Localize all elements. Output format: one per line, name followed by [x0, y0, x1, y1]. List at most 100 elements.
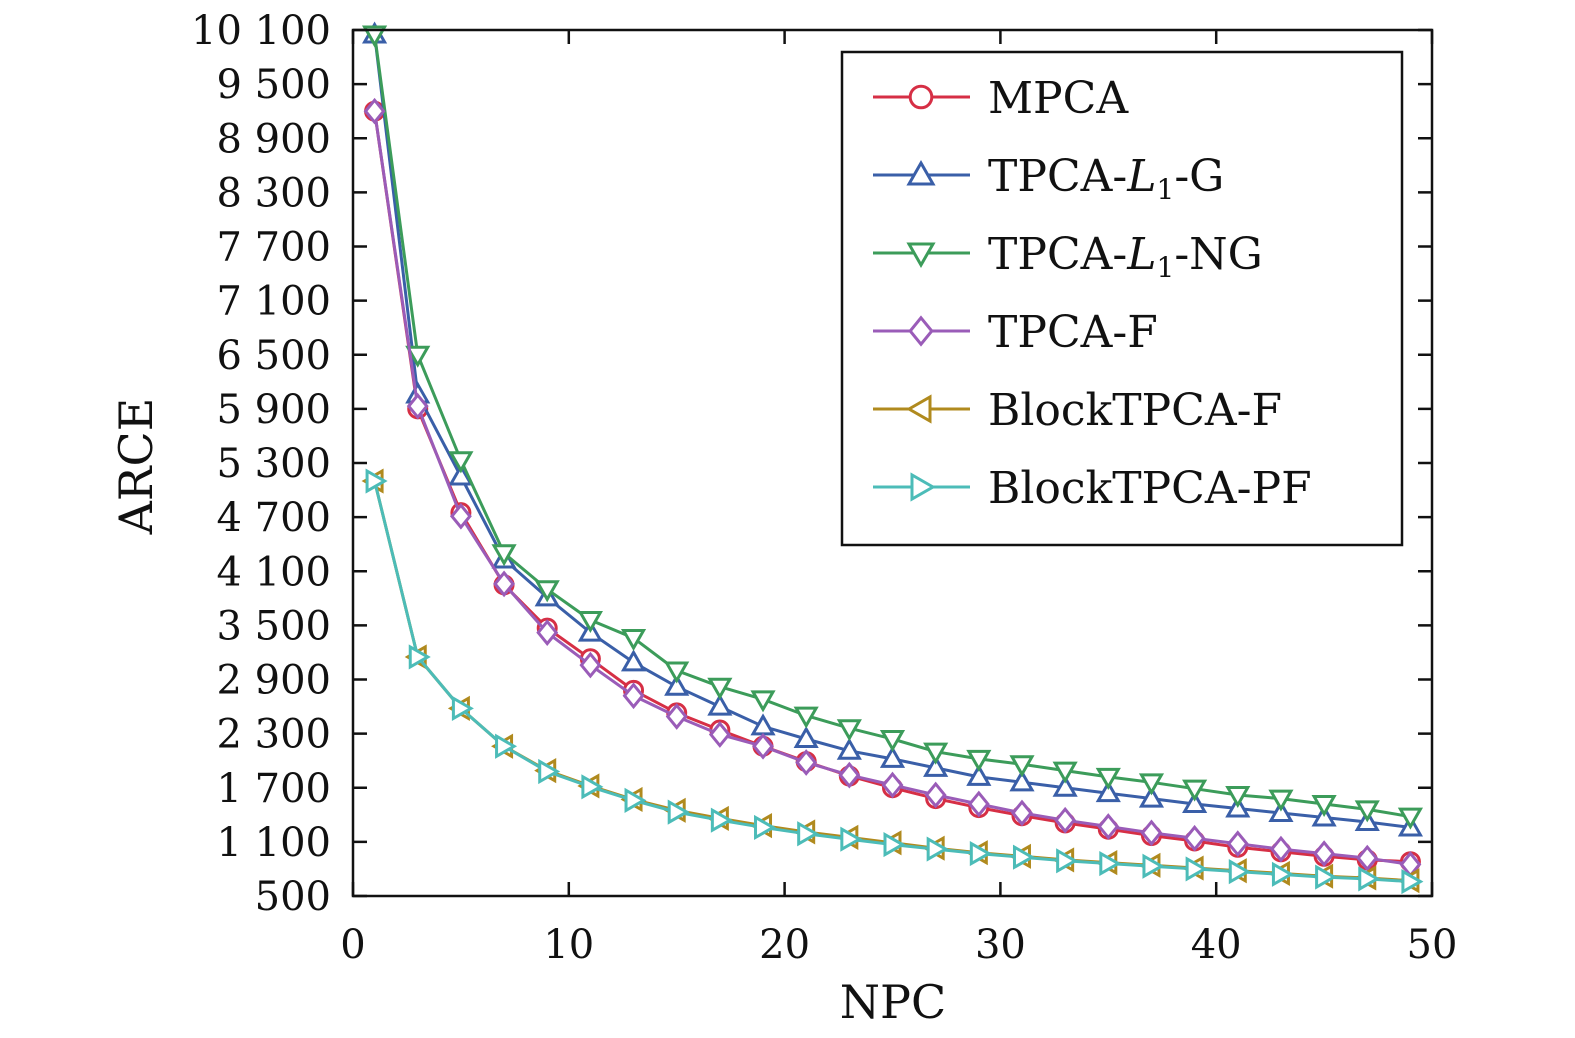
data-point	[620, 629, 647, 652]
data-point	[365, 468, 388, 494]
data-point	[495, 733, 518, 759]
data-point	[448, 463, 474, 486]
data-point	[926, 836, 949, 862]
data-point	[966, 763, 992, 786]
y-tick-label: 5 900	[216, 387, 331, 433]
data-point	[667, 799, 690, 825]
data-point	[1142, 853, 1165, 879]
data-point	[879, 745, 906, 768]
data-point	[1097, 813, 1120, 840]
data-point	[1356, 844, 1379, 872]
y-tick-label: 2 900	[216, 658, 331, 704]
data-point	[754, 814, 777, 841]
data-point	[577, 610, 603, 633]
legend-entry: BlockTPCA-PF	[873, 463, 1312, 514]
data-point	[581, 774, 604, 800]
axes-layer: 0 10 20 30 40 50 500 1 100 1 700 2 300 2 900 3 500 4…	[191, 8, 1457, 968]
data-point	[1271, 861, 1294, 887]
data-point	[1009, 755, 1035, 778]
y-tick-label: 9 500	[216, 62, 331, 108]
data-point	[1313, 840, 1336, 867]
data-point	[1012, 844, 1036, 870]
data-point	[1140, 819, 1163, 847]
data-point	[793, 726, 819, 749]
data-point	[1095, 780, 1121, 803]
legend-label: TPCA-L1-G	[988, 151, 1224, 206]
legend-entry: BlockTPCA-F	[873, 385, 1282, 436]
x-tick-label: 40	[1191, 922, 1242, 968]
data-point	[923, 754, 949, 777]
legend-entry: TPCA-L1-NG	[873, 229, 1263, 284]
data-point	[405, 345, 431, 368]
legend-marker	[905, 394, 932, 424]
series-layer	[361, 21, 1424, 895]
y-tick-label: 8 900	[216, 116, 331, 162]
legend-marker	[906, 242, 936, 269]
data-point	[451, 695, 474, 721]
legend-box	[840, 50, 1404, 547]
legend-label: MPCA	[988, 73, 1129, 124]
legend-label: BlockTPCA-F	[988, 385, 1282, 436]
data-point	[710, 807, 733, 833]
legend-marker	[906, 159, 936, 186]
legend-label: TPCA-L1-NG	[988, 229, 1263, 284]
y-tick-label: 4 100	[216, 549, 331, 595]
data-point	[622, 682, 645, 710]
legend: MPCA TPCA-L1-G TPCA-L1-NG TPCA-F BlockTPCA-F…	[840, 50, 1404, 547]
x-axis-title: NPC	[840, 975, 946, 1029]
data-point	[665, 703, 688, 730]
data-point	[969, 841, 992, 867]
data-point	[579, 651, 602, 679]
data-point	[840, 826, 863, 852]
data-point	[1138, 773, 1165, 796]
data-point	[406, 392, 429, 420]
data-point	[1270, 835, 1292, 863]
x-tick-label: 50	[1407, 922, 1458, 968]
y-tick-label: 3 500	[216, 603, 331, 649]
data-point	[836, 737, 862, 760]
data-point	[1182, 790, 1208, 813]
data-point	[536, 619, 559, 646]
data-point	[752, 732, 774, 760]
legend-marker	[908, 84, 934, 110]
data-point	[879, 730, 906, 753]
data-point	[750, 713, 776, 736]
data-point	[1225, 785, 1251, 808]
data-point	[1099, 850, 1122, 877]
data-point	[1311, 794, 1337, 818]
data-point	[1183, 824, 1206, 852]
data-point	[966, 749, 992, 772]
y-tick-label: 7 100	[216, 279, 331, 325]
legend-entry: MPCA	[873, 73, 1129, 124]
y-axis-title: ARCE	[109, 398, 163, 536]
data-point	[924, 781, 947, 809]
legend-marker	[908, 315, 934, 347]
legend-label: BlockTPCA-PF	[988, 463, 1312, 514]
data-point	[750, 690, 776, 713]
data-point	[1315, 864, 1338, 890]
x-tick-label: 30	[975, 922, 1026, 968]
y-tick-label: 500	[255, 874, 331, 920]
data-point	[1354, 800, 1380, 823]
data-point	[923, 742, 949, 765]
legend-label: TPCA-F	[988, 307, 1158, 358]
data-point	[836, 719, 862, 742]
data-point	[795, 749, 818, 776]
data-point	[1397, 807, 1424, 830]
y-tick-label: 1 100	[216, 820, 331, 866]
data-point	[708, 721, 731, 748]
data-point	[1009, 769, 1035, 792]
data-point	[1056, 848, 1079, 874]
data-point	[1054, 806, 1077, 834]
data-point	[1011, 799, 1033, 827]
data-point	[881, 771, 904, 799]
x-tick-label: 20	[759, 922, 810, 968]
data-point	[620, 649, 647, 672]
legend-marker	[910, 472, 937, 502]
data-point	[1358, 866, 1381, 892]
series-3	[361, 25, 1424, 830]
data-point	[408, 644, 431, 670]
data-point	[1268, 789, 1294, 812]
legend-entry: TPCA-F	[873, 307, 1158, 358]
